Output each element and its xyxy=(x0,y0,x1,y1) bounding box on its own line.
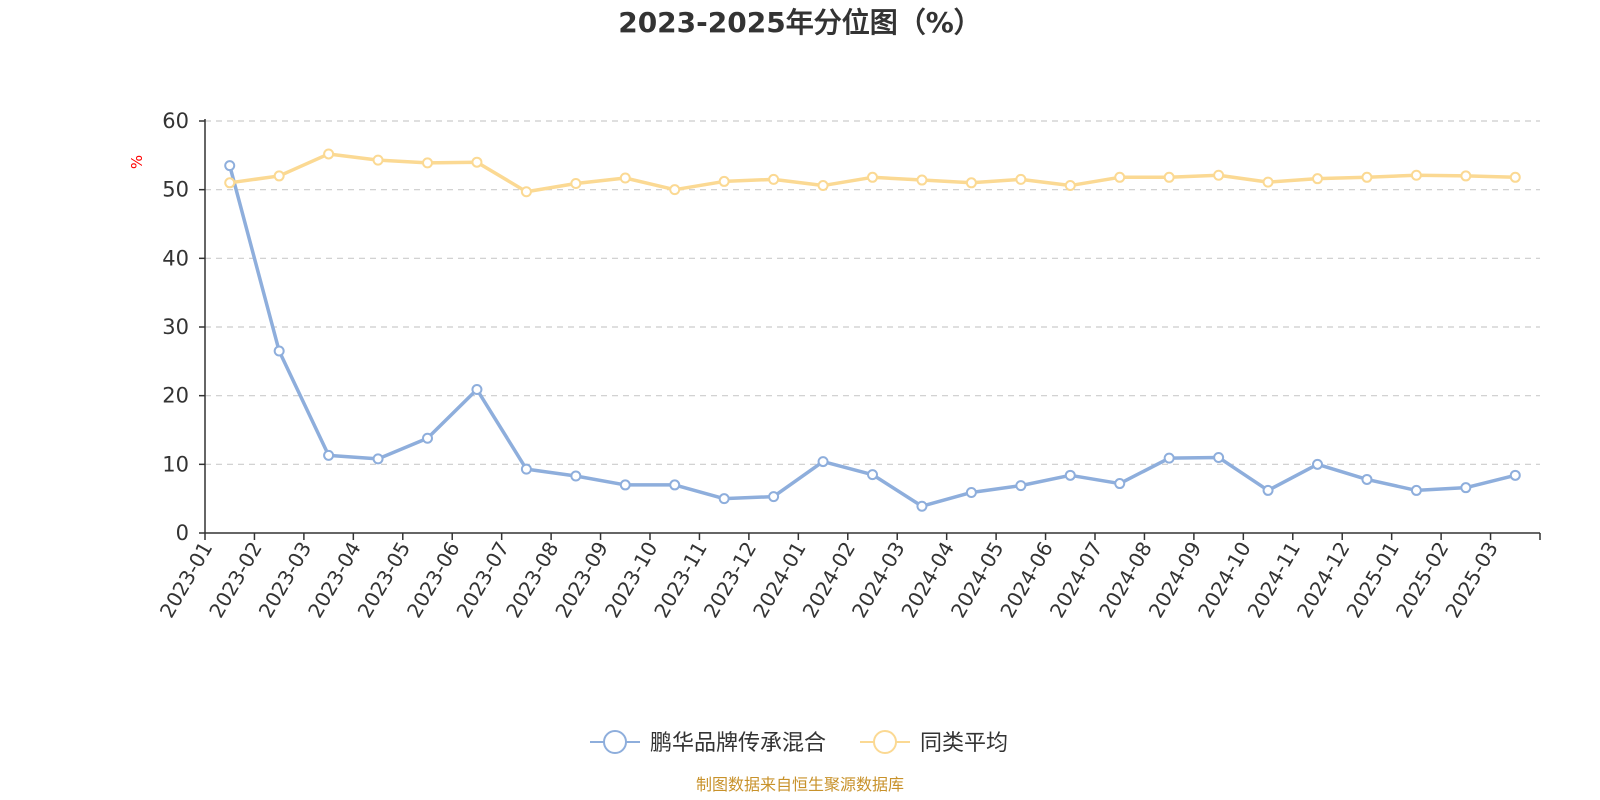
data-point-series0[interactable] xyxy=(224,160,236,172)
data-point-series0[interactable] xyxy=(1361,473,1373,485)
data-point-series0[interactable] xyxy=(1410,484,1422,496)
data-point-series0[interactable] xyxy=(669,479,681,491)
data-point-series1[interactable] xyxy=(867,171,878,183)
data-point-series1[interactable] xyxy=(619,172,631,184)
data-point-series0[interactable] xyxy=(1460,482,1472,494)
y-axis-unit: % xyxy=(128,155,146,169)
data-point-series1[interactable] xyxy=(1213,169,1225,181)
data-point-series1[interactable] xyxy=(768,173,780,185)
data-point-series1[interactable] xyxy=(471,156,483,168)
y-tick-label: 0 xyxy=(176,521,189,545)
data-point-series1[interactable] xyxy=(1262,176,1274,188)
data-point-series0[interactable] xyxy=(619,479,631,491)
data-point-series1[interactable] xyxy=(1312,173,1323,185)
data-point-series1[interactable] xyxy=(1015,173,1027,185)
legend-marker xyxy=(873,730,897,754)
data-point-series0[interactable] xyxy=(471,383,483,395)
data-point-series0[interactable] xyxy=(372,453,384,465)
legend[interactable]: 鹏华品牌传承混合 同类平均 xyxy=(590,730,1008,756)
axes: 01020304050602023-012023-022023-032023-0… xyxy=(155,109,1541,622)
data-point-series0[interactable] xyxy=(1509,469,1521,481)
data-point-series1[interactable] xyxy=(273,170,285,182)
data-point-series1[interactable] xyxy=(372,154,384,166)
data-point-series1[interactable] xyxy=(1509,171,1521,183)
data-point-series0[interactable] xyxy=(718,493,730,505)
data-point-series1[interactable] xyxy=(224,177,236,189)
y-tick-label: 10 xyxy=(162,452,189,476)
data-point-series0[interactable] xyxy=(422,432,433,444)
series-lines xyxy=(224,148,1521,512)
legend-item-0[interactable]: 鹏华品牌传承混合 xyxy=(590,730,826,756)
legend-item-1[interactable]: 同类平均 xyxy=(860,730,1008,756)
y-tick-label: 40 xyxy=(162,246,189,270)
data-point-series1[interactable] xyxy=(570,177,582,189)
data-point-series1[interactable] xyxy=(520,186,532,198)
data-point-series0[interactable] xyxy=(916,500,928,512)
data-point-series0[interactable] xyxy=(817,456,829,468)
data-point-series0[interactable] xyxy=(1114,478,1126,490)
y-tick-label: 60 xyxy=(162,109,189,133)
data-point-series0[interactable] xyxy=(1262,484,1274,496)
data-point-series1[interactable] xyxy=(1163,171,1175,183)
chart-title: 2023-2025年分位图（%） xyxy=(618,6,982,39)
data-point-series1[interactable] xyxy=(669,184,681,196)
data-point-series1[interactable] xyxy=(1114,171,1126,183)
data-point-series0[interactable] xyxy=(1213,451,1225,463)
data-point-series0[interactable] xyxy=(1312,458,1323,470)
data-point-series1[interactable] xyxy=(1410,169,1422,181)
series-line-0 xyxy=(228,165,1516,508)
data-point-series0[interactable] xyxy=(965,486,977,498)
data-point-series0[interactable] xyxy=(323,449,335,461)
data-point-series0[interactable] xyxy=(520,463,532,475)
data-point-series1[interactable] xyxy=(817,180,829,192)
data-point-series1[interactable] xyxy=(916,174,928,186)
data-point-series1[interactable] xyxy=(965,177,977,189)
legend-label: 同类平均 xyxy=(920,731,1008,756)
legend-marker xyxy=(603,730,627,754)
data-point-series0[interactable] xyxy=(768,491,780,503)
y-tick-label: 30 xyxy=(162,315,189,339)
data-point-series0[interactable] xyxy=(1015,480,1027,492)
data-point-series0[interactable] xyxy=(867,469,878,481)
data-point-series0[interactable] xyxy=(1064,469,1076,481)
y-tick-label: 20 xyxy=(162,384,189,408)
source-note: 制图数据来自恒生聚源数据库 xyxy=(696,775,904,794)
data-point-series1[interactable] xyxy=(718,175,730,187)
data-point-series1[interactable] xyxy=(1064,180,1076,192)
data-point-series1[interactable] xyxy=(1460,170,1472,182)
legend-label: 鹏华品牌传承混合 xyxy=(650,731,826,756)
data-point-series1[interactable] xyxy=(422,157,433,169)
data-point-series0[interactable] xyxy=(273,345,285,357)
data-point-series0[interactable] xyxy=(1163,452,1175,464)
data-point-series0[interactable] xyxy=(570,470,582,482)
data-point-series1[interactable] xyxy=(1361,171,1373,183)
y-tick-label: 50 xyxy=(162,178,189,202)
data-point-series1[interactable] xyxy=(323,148,335,160)
